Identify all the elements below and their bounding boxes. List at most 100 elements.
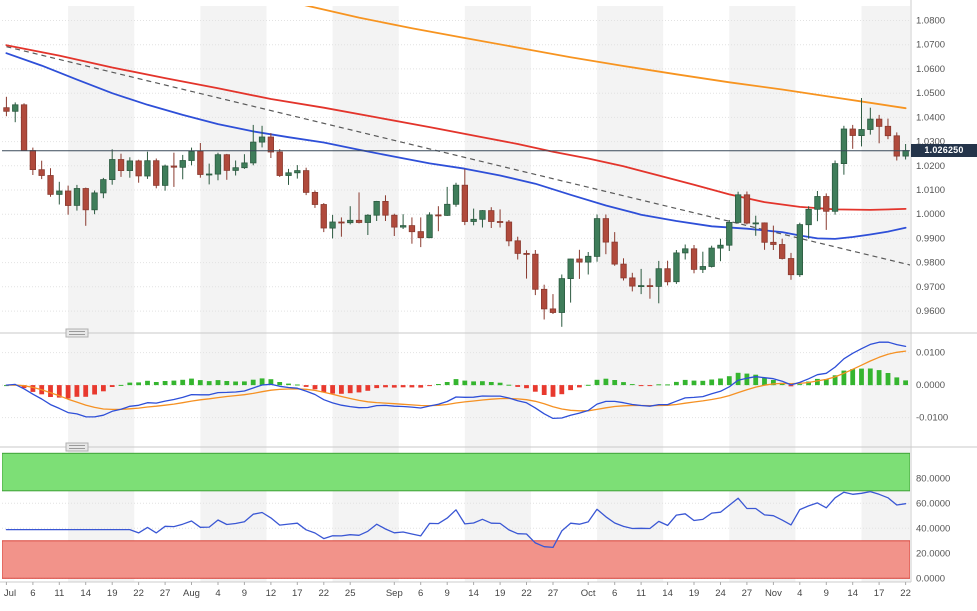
macd-hist-bar [823, 379, 829, 386]
candle [505, 221, 513, 242]
candle [311, 191, 319, 205]
time-tick-label: 22 [900, 588, 911, 599]
time-tick-label: Aug [183, 588, 200, 599]
time-tick-label: 11 [636, 588, 646, 599]
time-tick-label: Sep [386, 588, 403, 599]
price-tick-label: -0.0100 [916, 413, 948, 424]
candle [179, 160, 186, 168]
price-tick-label: 1.0200 [916, 161, 945, 172]
price-tick-label: 0.9800 [916, 258, 945, 269]
time-tick-label: 19 [495, 588, 506, 599]
candle [867, 118, 874, 130]
macd-hist-bar [286, 383, 291, 386]
macd-hist-bar [418, 385, 424, 388]
macd-hist-bar [524, 385, 529, 389]
macd-hist-bar [656, 384, 662, 386]
macd-hist-bar [753, 374, 759, 386]
candle [364, 214, 372, 223]
candle [541, 288, 548, 310]
price-tick-label: 1.0000 [916, 209, 945, 220]
rsi-overbought-zone [2, 452, 910, 492]
candle [109, 159, 116, 181]
macd-hist-bar [277, 382, 283, 386]
candle [717, 244, 724, 249]
price-tick-label: 0.0000 [916, 573, 945, 584]
candle [479, 210, 486, 220]
time-tick-label: 4 [797, 588, 802, 599]
candle [787, 258, 795, 276]
candle [65, 190, 72, 206]
macd-hist-bar [347, 385, 353, 394]
price-axis[interactable]: 1.0800 1.0700 1.0600 1.0500 1.0400 1.0300 1.02… [910, 0, 950, 584]
price-tick-label: 1.0700 [916, 40, 945, 51]
macd-hist-bar [550, 385, 556, 397]
macd-hist-bar [665, 384, 670, 386]
macd-hist-bar [488, 382, 494, 386]
candle [276, 151, 283, 176]
candle [399, 225, 407, 228]
macd-hist-bar [700, 380, 706, 386]
macd-hist-bar [383, 385, 388, 388]
candle [488, 210, 495, 222]
candle [452, 184, 460, 205]
candle [726, 221, 733, 246]
candle [690, 248, 698, 270]
candle [153, 160, 160, 186]
candle [514, 240, 521, 254]
time-tick-label: 12 [266, 588, 277, 599]
background-stripe [861, 6, 910, 582]
macd-hist-bar [541, 385, 547, 395]
time-tick-label: 14 [80, 588, 91, 599]
macd-hist-bar [65, 385, 71, 399]
macd-hist-bar [189, 378, 194, 386]
macd-hist-bar [118, 384, 124, 386]
candle [823, 196, 830, 212]
macd-hist-bar [532, 385, 538, 392]
macd-hist-bar [594, 379, 600, 386]
macd-hist-bar [691, 380, 697, 386]
candle [20, 104, 28, 152]
macd-hist-bar [471, 381, 476, 386]
price-tick-label: 1.0300 [916, 137, 945, 148]
time-tick-label: 27 [548, 588, 559, 599]
candle [858, 129, 865, 136]
candle [408, 225, 416, 233]
candle [29, 150, 37, 171]
macd-hist-bar [709, 379, 715, 386]
candle [144, 160, 151, 177]
candle [752, 222, 759, 225]
time-axis[interactable]: Jul 6 11 14 19 22 27 Aug 4 9 12 17 22 25 Sep 6 9 14 19 22 27… [0, 581, 911, 599]
price-tick-label: 1.0400 [916, 112, 945, 123]
macd-hist-bar [409, 385, 415, 388]
candle [638, 285, 645, 288]
time-tick-label: 4 [215, 588, 220, 599]
candle [214, 154, 222, 175]
panel-separator-1[interactable] [0, 328, 977, 338]
background-stripe [200, 6, 267, 582]
macd-histogram [4, 368, 908, 399]
candle [391, 214, 398, 228]
candle [205, 173, 213, 176]
rsi-oversold-zone [2, 540, 910, 579]
candle [831, 163, 839, 212]
macd-hist-bar [444, 382, 450, 386]
macd-hist-bar [453, 379, 459, 386]
macd-hist-bar [885, 373, 891, 386]
time-tick-label: 27 [742, 588, 753, 599]
macd-hist-bar [771, 380, 776, 386]
resize-handle[interactable] [65, 328, 89, 338]
time-tick-label: 22 [133, 588, 144, 599]
candle [646, 285, 654, 288]
macd-hist-bar [621, 382, 626, 386]
candle [47, 175, 54, 195]
macd-hist-bar [462, 380, 468, 386]
macd-hist-bar [374, 385, 380, 389]
macd-hist-bar [224, 381, 230, 386]
macd-hist-bar [268, 379, 274, 386]
candlestick-layer [3, 96, 909, 327]
candle [779, 244, 786, 259]
panel-separator-2[interactable] [0, 442, 977, 452]
macd-hist-bar [506, 384, 512, 386]
resize-handle[interactable] [65, 442, 89, 452]
